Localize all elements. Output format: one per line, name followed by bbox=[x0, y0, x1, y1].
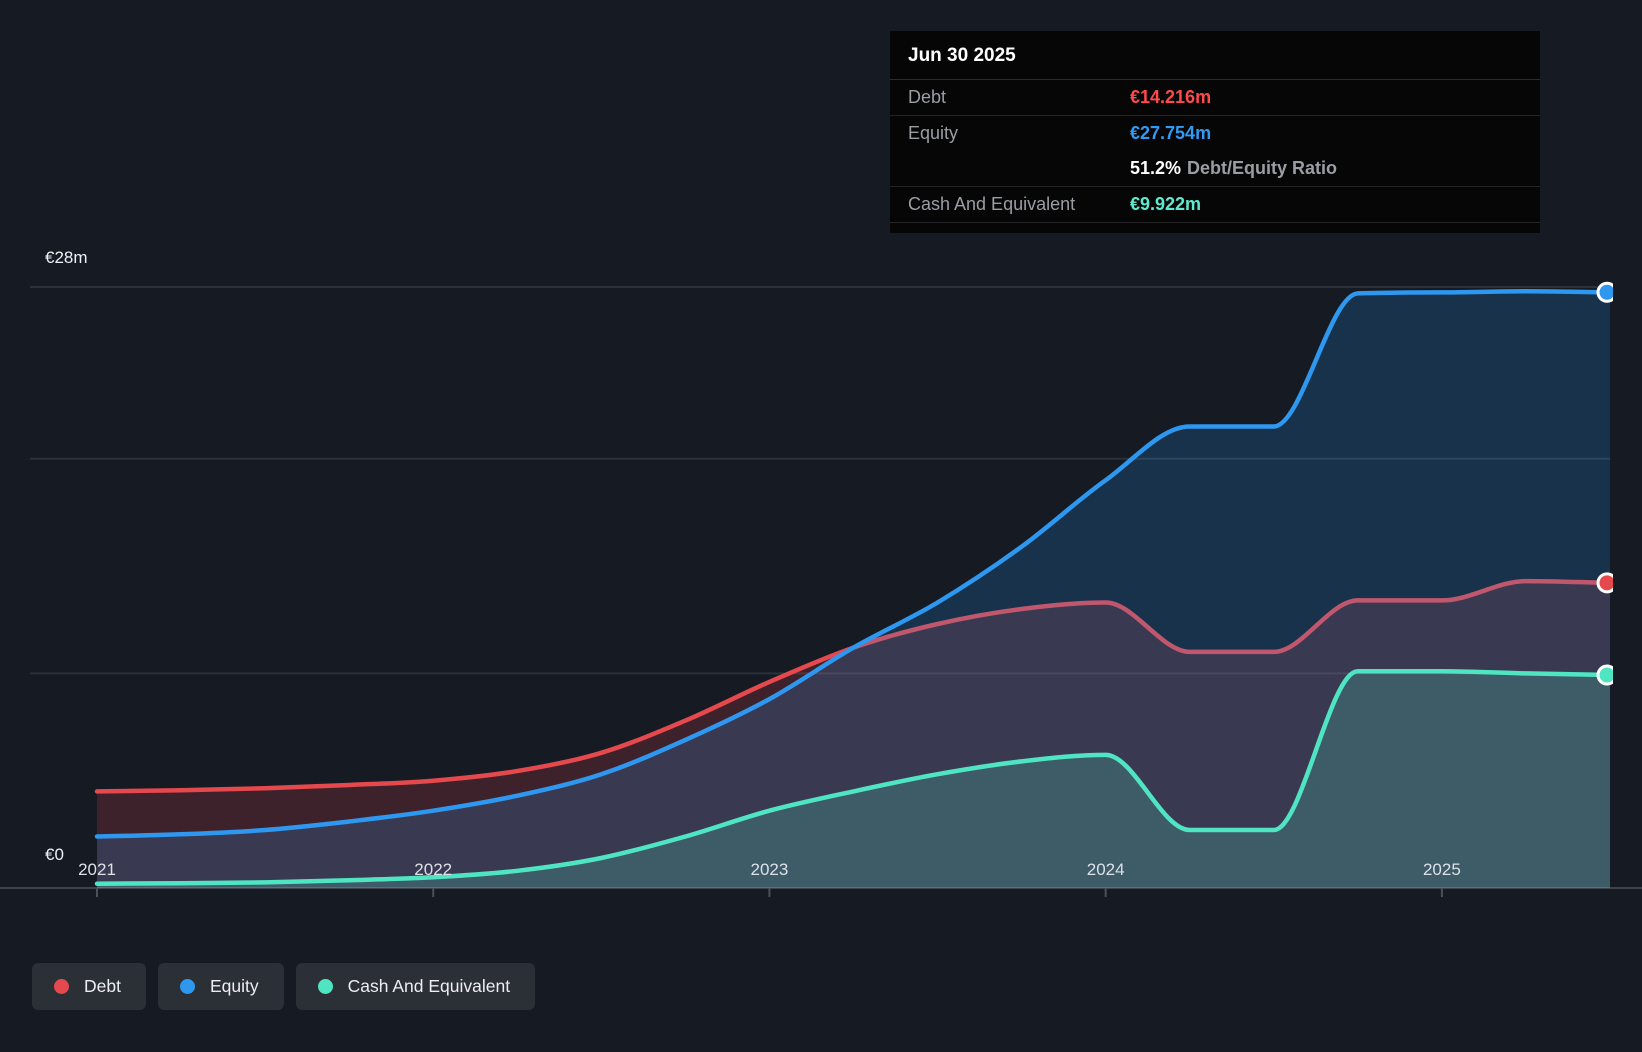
tooltip-equity-row: Equity €27.754m bbox=[890, 116, 1540, 151]
legend-item-equity[interactable]: Equity bbox=[157, 963, 284, 1010]
x-axis-label-2023: 2023 bbox=[750, 860, 789, 879]
x-axis-label-2025: 2025 bbox=[1422, 860, 1461, 879]
tooltip-debt-label: Debt bbox=[908, 87, 947, 107]
tooltip-ratio-value: 51.2% bbox=[1130, 158, 1182, 178]
tooltip-equity-value: €27.754m bbox=[1130, 123, 1212, 143]
tooltip-ratio-row: 51.2% Debt/Equity Ratio bbox=[890, 151, 1540, 187]
equity-series-dot-icon bbox=[179, 979, 195, 994]
tooltip-cash-label: Cash And Equivalent bbox=[908, 194, 1076, 214]
x-axis-label-2024: 2024 bbox=[1086, 860, 1125, 879]
tooltip-cash-value: €9.922m bbox=[1130, 194, 1202, 214]
legend-label-cash: Cash And Equivalent bbox=[347, 976, 511, 996]
legend-label-debt: Debt bbox=[84, 976, 121, 996]
legend-item-cash[interactable]: Cash And Equivalent bbox=[295, 963, 536, 1010]
legend-item-debt[interactable]: Debt bbox=[32, 963, 146, 1010]
cash-series-dot-icon bbox=[317, 979, 333, 994]
chart-tooltip: Jun 30 2025 Debt €14.216m Equity €27.754… bbox=[890, 31, 1540, 233]
tooltip-equity-label: Equity bbox=[908, 123, 959, 143]
x-axis-label-2022: 2022 bbox=[414, 860, 453, 879]
chart-legend: Debt Equity Cash And Equivalent bbox=[32, 963, 536, 1010]
y-axis-label-max: €28m bbox=[45, 248, 88, 267]
tooltip-date: Jun 30 2025 bbox=[890, 31, 1540, 80]
tooltip-debt-row: Debt €14.216m bbox=[890, 80, 1540, 116]
tooltip-cash-row: Cash And Equivalent €9.922m bbox=[890, 187, 1540, 223]
y-axis-label-zero: €0 bbox=[45, 845, 64, 864]
tooltip-debt-value: €14.216m bbox=[1130, 87, 1212, 107]
legend-label-equity: Equity bbox=[209, 976, 259, 996]
tooltip-ratio-label: Debt/Equity Ratio bbox=[1187, 158, 1338, 178]
debt-series-dot-icon bbox=[54, 979, 69, 994]
x-axis-label-2021: 2021 bbox=[78, 860, 116, 879]
